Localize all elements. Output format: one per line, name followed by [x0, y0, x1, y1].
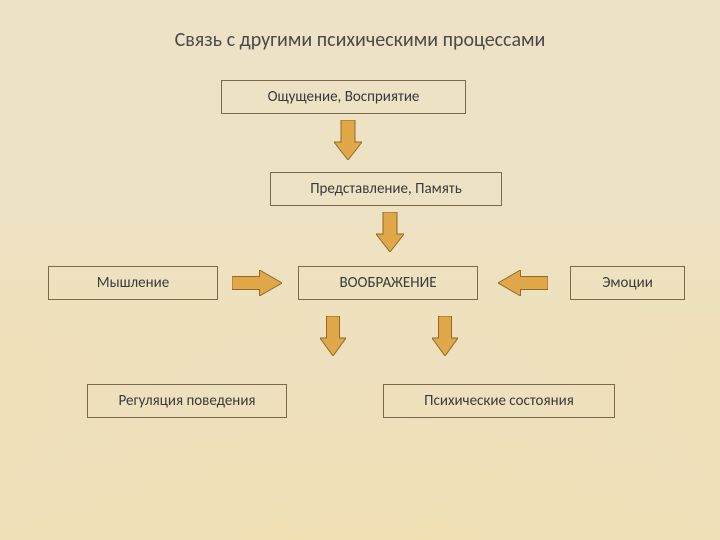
box-thinking-label: Мышление — [97, 274, 169, 292]
arrow-sensation-down — [334, 120, 362, 160]
box-regulation-label: Регуляция поведения — [118, 392, 255, 410]
box-representation: Представление, Память — [270, 172, 502, 206]
box-imagination: ВООБРАЖЕНИЕ — [298, 266, 478, 300]
arrow-imagination-down-left — [320, 316, 346, 356]
box-sensation-label: Ощущение, Восприятие — [268, 88, 420, 106]
box-emotions: Эмоции — [570, 266, 685, 300]
arrow-emotions-left — [498, 270, 548, 296]
box-states-label: Психические состояния — [424, 392, 574, 410]
box-states: Психические состояния — [383, 384, 615, 418]
slide-title: Связь с другими психическими процессами — [0, 28, 720, 52]
arrow-imagination-down-right — [432, 316, 458, 356]
box-thinking: Мышление — [48, 266, 218, 300]
box-emotions-label: Эмоции — [602, 274, 653, 292]
arrow-thinking-right — [232, 270, 282, 296]
arrow-representation-down — [376, 212, 404, 252]
box-sensation: Ощущение, Восприятие — [221, 80, 466, 114]
box-regulation: Регуляция поведения — [87, 384, 287, 418]
box-imagination-label: ВООБРАЖЕНИЕ — [339, 274, 436, 292]
box-representation-label: Представление, Память — [310, 180, 462, 198]
slide: Связь с другими психическими процессами … — [0, 0, 720, 540]
